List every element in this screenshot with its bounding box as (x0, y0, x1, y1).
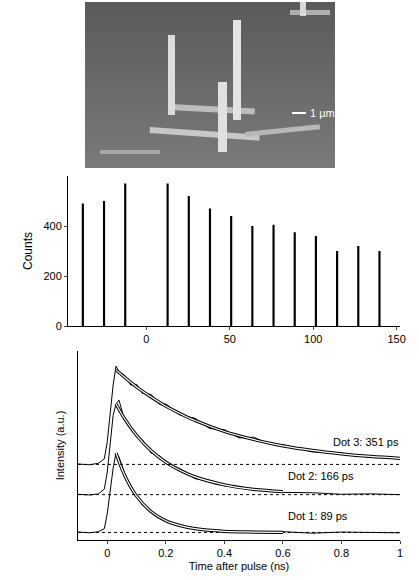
svg-text:Time after pulse (ns): Time after pulse (ns) (189, 560, 289, 572)
svg-text:1 µm: 1 µm (310, 107, 335, 119)
svg-text:Dot 3: 351 ps: Dot 3: 351 ps (333, 436, 399, 448)
svg-text:0: 0 (56, 320, 62, 332)
svg-text:0.2: 0.2 (158, 547, 173, 559)
svg-text:50: 50 (224, 333, 236, 345)
svg-text:200: 200 (43, 270, 61, 282)
svg-text:0.4: 0.4 (217, 547, 232, 559)
svg-text:0: 0 (104, 547, 110, 559)
svg-text:0.6: 0.6 (275, 547, 290, 559)
svg-text:400: 400 (43, 220, 61, 232)
svg-text:0.8: 0.8 (334, 547, 349, 559)
svg-text:Intensity (a.u.): Intensity (a.u.) (54, 411, 66, 481)
svg-text:1: 1 (397, 547, 403, 559)
svg-text:Counts: Counts (21, 232, 35, 270)
svg-text:100: 100 (304, 333, 322, 345)
svg-text:150: 150 (387, 333, 405, 345)
svg-text:Dot 1: 89 ps: Dot 1: 89 ps (288, 510, 348, 522)
svg-text:Dot 2: 166 ps: Dot 2: 166 ps (288, 470, 354, 482)
svg-text:0: 0 (143, 333, 149, 345)
